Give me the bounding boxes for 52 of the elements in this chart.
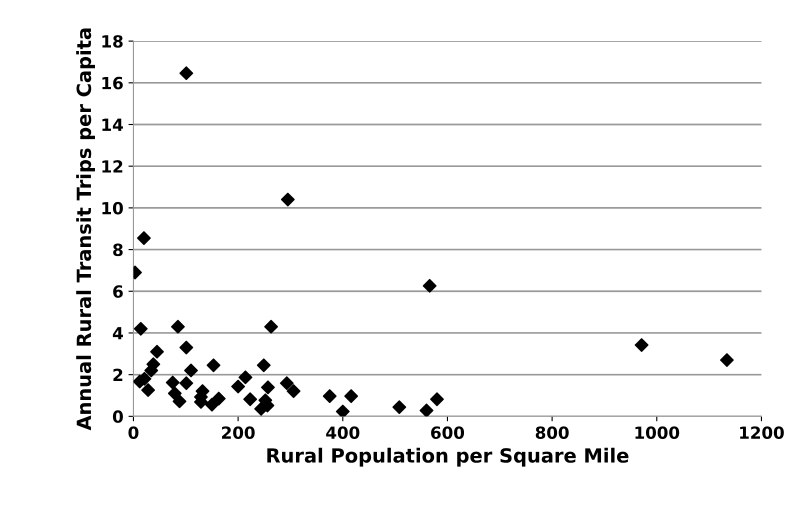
y-tick-label: 0 [112,410,123,423]
point [134,322,148,336]
point [720,353,734,367]
y-tick-label: 12 [102,160,122,173]
y-axis-title: Annual Rural Transit Trips per Capita [76,28,95,430]
point [322,389,337,404]
point [166,376,180,390]
point [243,392,258,406]
point [172,394,186,408]
point [141,383,156,397]
point [206,358,220,372]
point [634,338,649,352]
point [184,364,198,378]
y-tick-label: 18 [102,35,123,48]
y-tick-label: 10 [102,202,123,214]
point [286,384,300,398]
x-tick-label: 1000 [635,426,680,439]
y-tick-label: 4 [112,327,123,340]
point [231,380,246,394]
x-tick-label: 800 [536,426,569,439]
point [179,66,194,80]
y-tick-label: 14 [102,118,123,131]
point [280,192,295,206]
y-tick-label: 8 [113,244,123,256]
y-tick-label: 16 [102,76,123,90]
x-tick-label: 400 [326,426,360,439]
point [422,278,437,293]
x-axis-title: Rural Population per Square Mile [267,448,628,467]
y-tick-label: 2 [113,368,122,381]
point [238,370,252,384]
point [205,398,219,412]
point [168,386,182,400]
point [179,376,194,390]
point [430,392,444,406]
point [420,404,434,416]
point [344,389,358,404]
y-tick-label: 6 [113,285,123,298]
point [179,340,194,354]
point [264,320,278,334]
point [256,358,271,372]
x-tick-label: 600 [431,426,464,439]
point [261,380,275,394]
point [336,404,350,416]
point [137,231,151,246]
point [150,344,164,359]
point [280,376,294,390]
point [212,392,226,406]
x-tick-label: 1200 [740,426,784,439]
point [392,400,406,414]
x-tick-label: 200 [222,426,255,439]
point [171,320,185,334]
x-tick-label: 0 [128,426,138,439]
